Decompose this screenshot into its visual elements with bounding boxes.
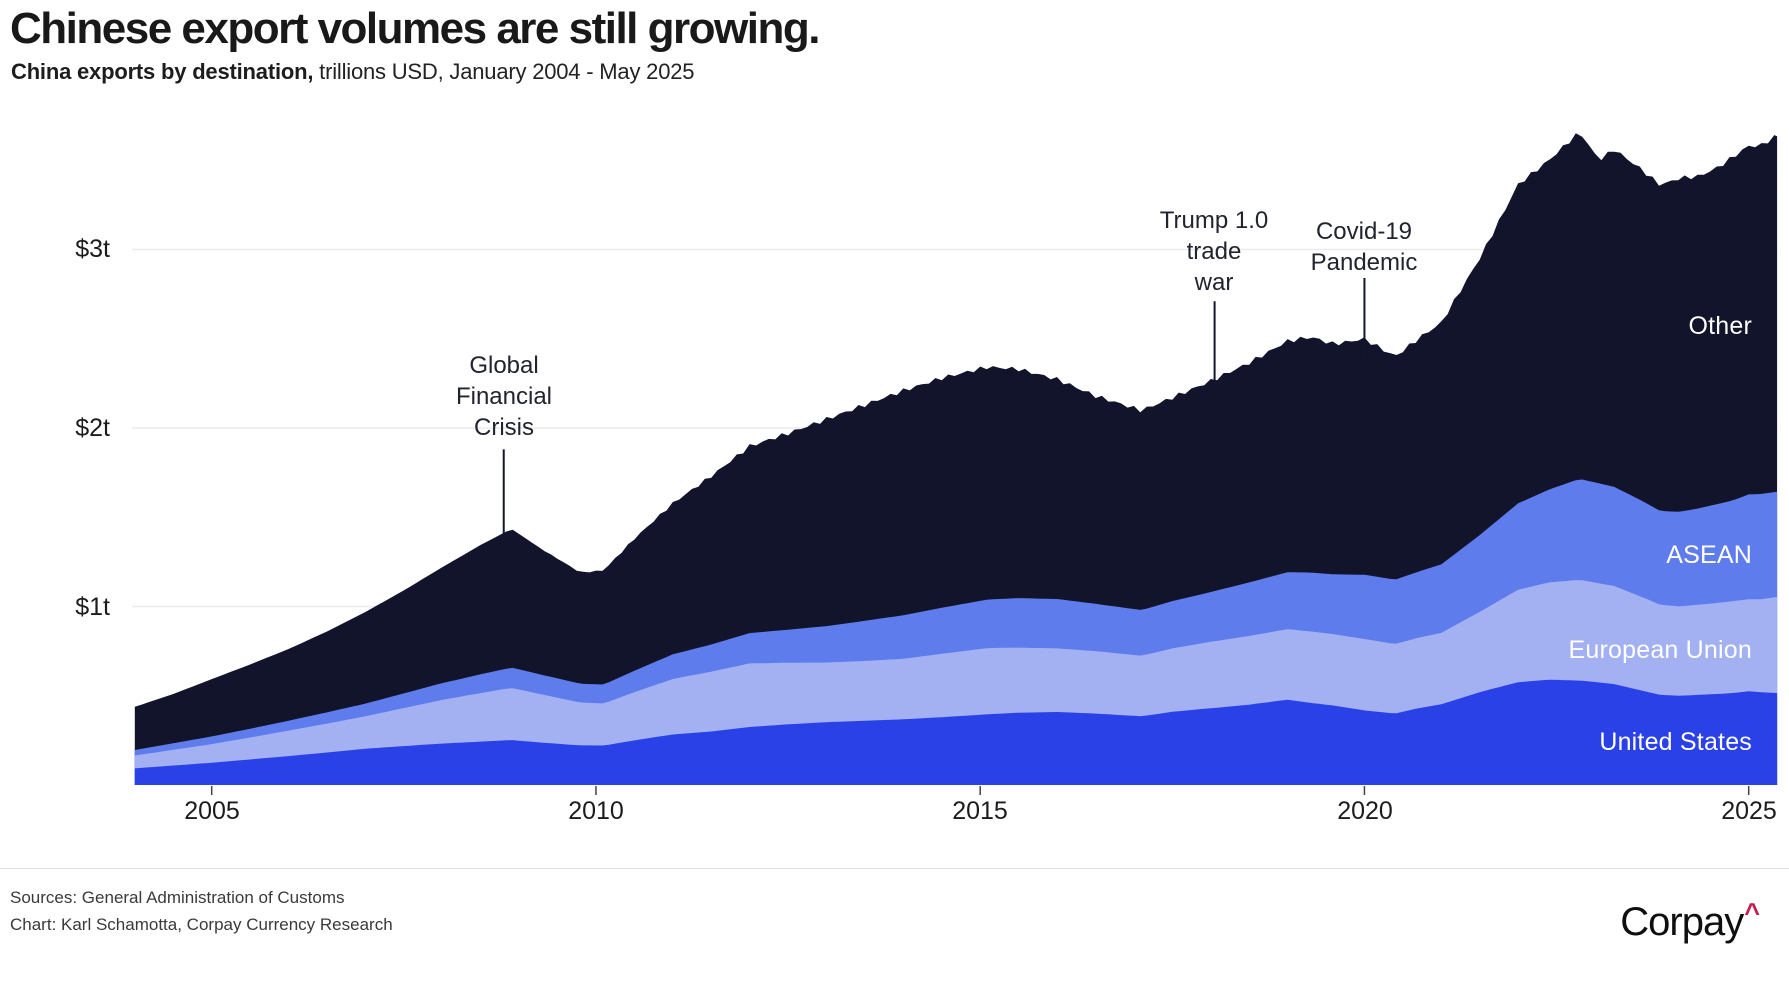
annotation-line-text: war (1194, 269, 1234, 296)
series-label-asean: ASEAN (1666, 541, 1752, 569)
annotation-line-text: Crisis (474, 414, 534, 441)
page-title: Chinese export volumes are still growing… (10, 4, 820, 53)
credit-line: Chart: Karl Schamotta, Corpay Currency R… (10, 915, 393, 934)
series-label-other: Other (1688, 312, 1752, 340)
corpay-logo-text: Corpay (1620, 900, 1744, 944)
corpay-logo: Corpay^ (1620, 898, 1760, 945)
annotation-line-text: trade (1186, 238, 1242, 265)
annotation-line-text: Global (469, 352, 539, 379)
y-axis-label-3t: $3t (75, 235, 110, 263)
subtitle-rest: trillions USD, January 2004 - May 2025 (313, 59, 695, 84)
series-label-united-states: United States (1599, 728, 1752, 756)
corpay-logo-caret-icon: ^ (1744, 898, 1760, 928)
x-axis-label-2005: 2005 (184, 797, 240, 825)
annotation-line-text: Covid-19 (1315, 218, 1413, 245)
x-axis-label-2020: 2020 (1337, 797, 1393, 825)
y-axis-label-1t: $1t (75, 593, 110, 621)
source-line: Sources: General Administration of Custo… (10, 888, 345, 907)
footer-notes: Sources: General Administration of Custo… (10, 884, 393, 938)
x-axis-label-2015: 2015 (952, 797, 1008, 825)
annotation-trump-trade-war: Trump 1.0 trade war (1104, 205, 1324, 298)
x-axis-label-2010: 2010 (568, 797, 624, 825)
annotation-global-financial-crisis: Global Financial Crisis (394, 350, 614, 443)
y-axis-label-2t: $2t (75, 414, 110, 442)
x-axis-label-2025: 2025 (1721, 797, 1777, 825)
annotation-covid-pandemic: Covid-19 Pandemic (1254, 216, 1474, 278)
series-label-european-union: European Union (1568, 636, 1752, 664)
footer-divider (0, 868, 1789, 869)
annotation-line-text: Trump 1.0 (1159, 207, 1269, 234)
page-subtitle: China exports by destination, trillions … (11, 59, 694, 85)
subtitle-bold: China exports by destination, (11, 59, 314, 84)
annotation-line-text: Financial (455, 383, 553, 410)
annotation-line-text: Pandemic (1310, 249, 1418, 276)
